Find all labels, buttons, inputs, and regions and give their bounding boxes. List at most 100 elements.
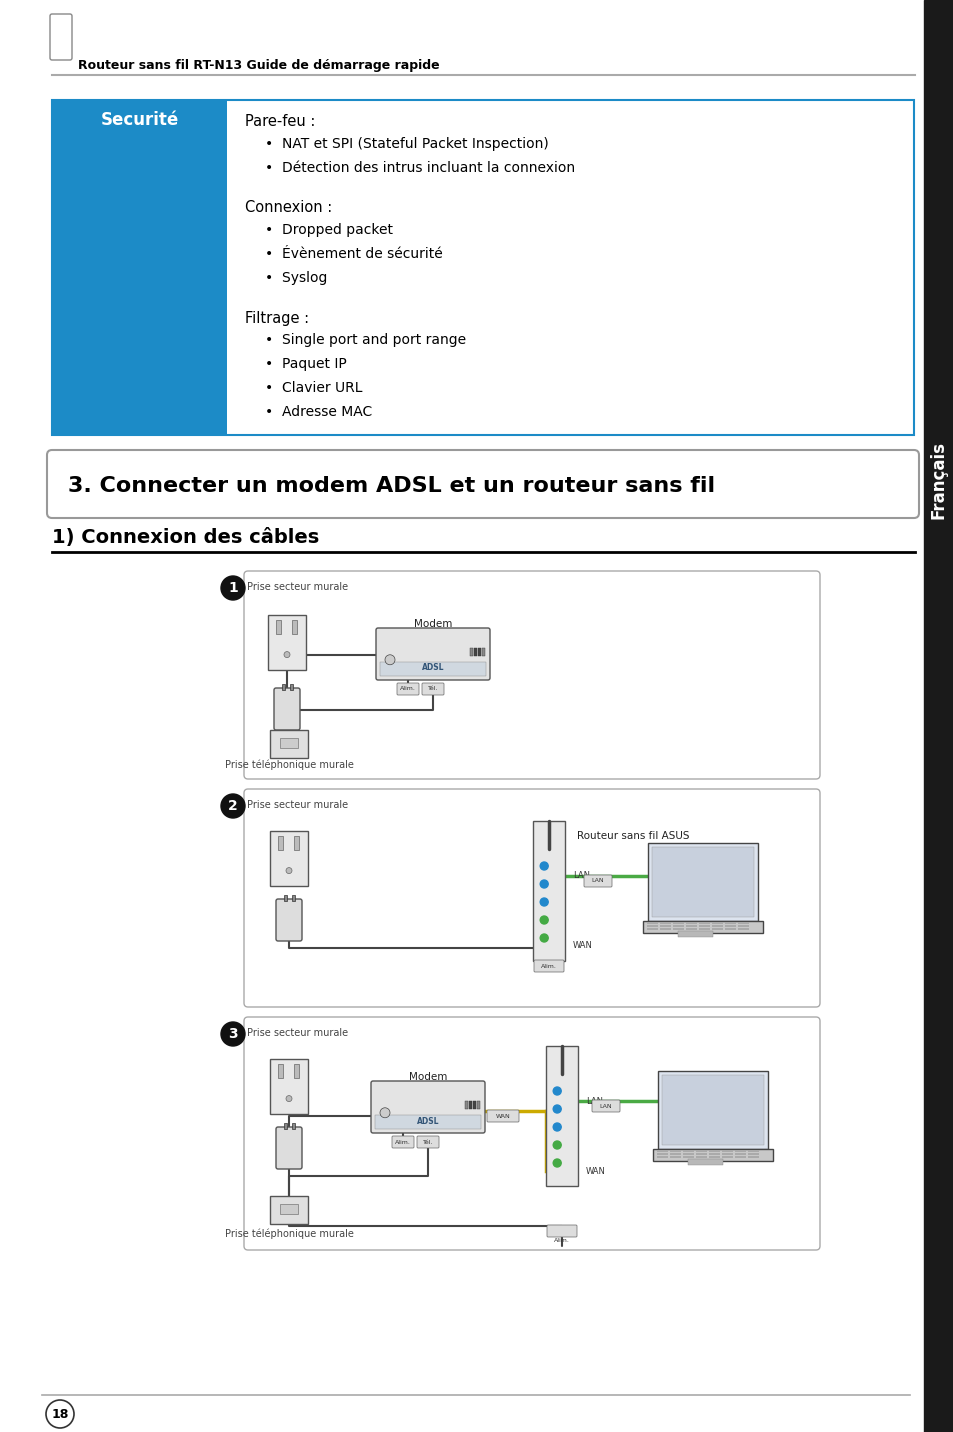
Bar: [284, 1123, 287, 1128]
Bar: [724, 922, 735, 924]
Text: LAN: LAN: [599, 1104, 612, 1108]
Bar: [682, 1150, 693, 1151]
Bar: [280, 739, 297, 748]
Text: 3: 3: [228, 1027, 237, 1041]
Text: Routeur sans fil ASUS: Routeur sans fil ASUS: [577, 831, 689, 841]
Bar: [682, 1153, 693, 1156]
Text: Connexion :: Connexion :: [245, 200, 332, 215]
FancyBboxPatch shape: [583, 875, 612, 886]
Bar: [474, 649, 476, 656]
Bar: [923, 0, 953, 1432]
Bar: [669, 1156, 680, 1158]
FancyBboxPatch shape: [416, 1136, 438, 1148]
Text: •  Détection des intrus incluant la connexion: • Détection des intrus incluant la conne…: [265, 160, 575, 175]
Text: 2: 2: [228, 799, 237, 813]
Bar: [685, 925, 697, 927]
Bar: [721, 1150, 732, 1151]
Bar: [268, 614, 306, 670]
Text: WAN: WAN: [496, 1114, 510, 1118]
Text: Alim.: Alim.: [399, 686, 416, 692]
Bar: [678, 931, 712, 937]
Bar: [282, 684, 285, 690]
Text: •  Adresse MAC: • Adresse MAC: [265, 405, 372, 420]
FancyBboxPatch shape: [50, 14, 71, 60]
Bar: [685, 922, 697, 924]
FancyBboxPatch shape: [592, 1100, 619, 1113]
Circle shape: [553, 1141, 560, 1148]
Bar: [685, 928, 697, 929]
Bar: [52, 100, 913, 435]
Bar: [708, 1150, 720, 1151]
Text: •  Évènement de sécurité: • Évènement de sécurité: [265, 246, 442, 261]
Text: 18: 18: [51, 1408, 69, 1421]
FancyBboxPatch shape: [244, 789, 820, 1007]
Text: ADSL: ADSL: [421, 663, 444, 673]
Text: Prise secteur murale: Prise secteur murale: [247, 1028, 348, 1038]
FancyBboxPatch shape: [274, 687, 299, 730]
Bar: [657, 1156, 667, 1158]
Text: Modem: Modem: [409, 1073, 447, 1083]
Bar: [270, 1060, 308, 1114]
Text: Modem: Modem: [414, 619, 452, 629]
Bar: [277, 1064, 283, 1078]
Text: WAN: WAN: [585, 1167, 605, 1176]
Text: Français: Français: [929, 441, 947, 518]
Bar: [469, 1101, 472, 1110]
Circle shape: [221, 793, 245, 818]
Bar: [379, 662, 485, 676]
Text: Tél.: Tél.: [427, 686, 437, 692]
Text: •  Paquet IP: • Paquet IP: [265, 357, 346, 371]
Text: •  Single port and port range: • Single port and port range: [265, 334, 466, 347]
Bar: [52, 100, 227, 435]
Circle shape: [379, 1108, 390, 1118]
Bar: [375, 1116, 480, 1128]
Bar: [708, 1153, 720, 1156]
FancyBboxPatch shape: [421, 683, 443, 695]
Bar: [270, 730, 308, 758]
Circle shape: [46, 1400, 74, 1428]
Bar: [657, 1150, 667, 1151]
Bar: [275, 620, 281, 634]
Bar: [647, 843, 758, 921]
Bar: [659, 925, 670, 927]
Bar: [292, 620, 296, 634]
Bar: [738, 922, 748, 924]
Bar: [711, 928, 722, 929]
Circle shape: [539, 898, 548, 906]
Bar: [292, 1123, 294, 1128]
Bar: [734, 1153, 745, 1156]
Text: 1) Connexion des câbles: 1) Connexion des câbles: [52, 528, 319, 547]
FancyBboxPatch shape: [534, 959, 563, 972]
Bar: [672, 928, 683, 929]
Bar: [734, 1150, 745, 1151]
Text: WAN: WAN: [573, 941, 592, 951]
Circle shape: [221, 1022, 245, 1045]
Bar: [657, 1153, 667, 1156]
Circle shape: [553, 1123, 560, 1131]
FancyBboxPatch shape: [47, 450, 918, 518]
Bar: [669, 1153, 680, 1156]
Text: 3. Connecter un modem ADSL et un routeur sans fil: 3. Connecter un modem ADSL et un routeur…: [68, 475, 715, 495]
Bar: [284, 895, 287, 901]
Bar: [659, 922, 670, 924]
Bar: [294, 836, 298, 851]
Circle shape: [539, 862, 548, 871]
Bar: [642, 921, 762, 934]
Bar: [270, 831, 308, 886]
Bar: [699, 925, 709, 927]
Text: LAN: LAN: [585, 1097, 602, 1106]
Text: Prise secteur murale: Prise secteur murale: [247, 581, 348, 591]
Bar: [470, 649, 473, 656]
Circle shape: [539, 934, 548, 942]
Bar: [464, 1101, 468, 1110]
FancyBboxPatch shape: [546, 1224, 577, 1237]
Bar: [533, 821, 564, 961]
Bar: [659, 928, 670, 929]
Bar: [652, 1148, 772, 1161]
Text: 1: 1: [228, 581, 237, 596]
Bar: [738, 928, 748, 929]
Bar: [699, 922, 709, 924]
Text: Pare-feu :: Pare-feu :: [245, 115, 315, 129]
FancyBboxPatch shape: [244, 1017, 820, 1250]
Text: •  Dropped packet: • Dropped packet: [265, 223, 393, 238]
